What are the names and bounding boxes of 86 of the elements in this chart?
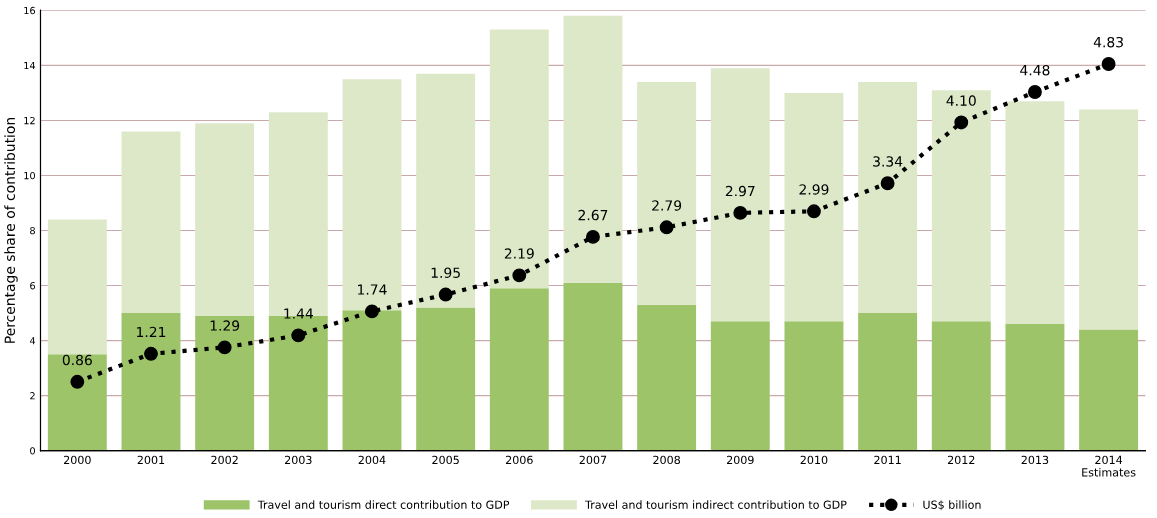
x-tick-label: 2013 [1021,455,1049,465]
x-tick-label: 2001 [137,455,165,465]
data-label: 4.48 [1020,64,1050,76]
bar [121,131,181,314]
point [438,287,453,302]
point [586,229,600,244]
data-label: 2.97 [725,185,755,197]
data-label: 4.10 [946,95,976,106]
data-label: 1.74 [358,284,387,295]
x-tick-label: 2007 [579,455,607,465]
data-label: 1.21 [137,326,166,338]
y-tick-label: 2 [30,392,35,400]
x-tick-label: 2010 [800,455,828,465]
x-tick-label: 2005 [432,455,459,465]
bar [47,219,107,355]
bar [784,321,844,451]
bar [1005,101,1065,325]
y-tick-label: 10 [24,171,35,180]
y-axis-title: Percentage share of contribution [4,117,18,343]
bar [1079,329,1139,451]
data-label: 1.29 [210,320,240,331]
data-label: 2.79 [652,200,682,211]
y-tick-label: 8 [30,226,35,235]
bar [416,73,476,308]
x-tick-label: 2000 [64,455,91,465]
y-tick-label: 16 [24,6,36,15]
bar [563,15,623,283]
bar [121,313,181,451]
y-tick-label: 14 [24,62,36,70]
legend-label: US$ billion [923,500,981,511]
bar [416,307,476,451]
point [1101,57,1116,71]
data-label: 2.67 [578,209,608,221]
point [217,340,232,355]
bar [563,282,623,451]
point [1027,85,1042,99]
bar [710,321,770,451]
bar [47,354,107,451]
x-tick-label: 2003 [284,455,312,465]
x-tick-label: 2006 [505,455,533,465]
bar [342,310,402,451]
point [291,328,306,343]
y-tick-label: 4 [29,337,36,345]
bar [637,81,697,305]
data-label: 4.83 [1093,36,1123,48]
point [365,304,379,319]
bar [858,81,918,314]
data-label: 1.95 [431,267,460,278]
bar [1005,324,1065,451]
point [512,268,527,283]
bar [637,304,697,451]
point [807,204,821,219]
y-tick-label: 12 [24,116,35,125]
bar [1079,109,1139,330]
point [733,205,748,220]
x-tick-label: 2002 [211,455,238,465]
bar [784,92,844,322]
data-label: 3.34 [873,156,903,167]
legend-label: Travel and tourism indirect contribution to GDP [585,500,847,509]
y-tick-label: 6 [30,282,36,290]
legend-label: Travel and tourism direct contribution to GDP [257,500,510,509]
x-tick-label: 2004 [358,455,386,465]
bar [489,288,549,451]
x-tick-label: 2009 [726,455,754,465]
y-tick-label: 0 [30,447,35,455]
x-tick-label: 2011 [874,455,901,465]
point [659,220,674,235]
bar [342,79,402,311]
point [144,346,158,361]
x-tick-label: 2008 [653,455,680,465]
data-label: 0.86 [62,354,92,366]
data-label: 2.19 [504,248,534,259]
bar [931,90,991,322]
bar [195,315,255,451]
point [70,374,85,389]
data-label: 2.99 [799,184,829,195]
bar [931,321,991,451]
x-tick-label: 2014 Estimates [1082,455,1136,477]
point [954,115,969,130]
point [880,176,895,191]
bar [710,68,770,322]
bar [858,313,918,451]
data-label: 1.44 [284,308,313,319]
bar [195,123,255,316]
bar [489,29,549,289]
x-tick-label: 2012 [947,455,975,465]
